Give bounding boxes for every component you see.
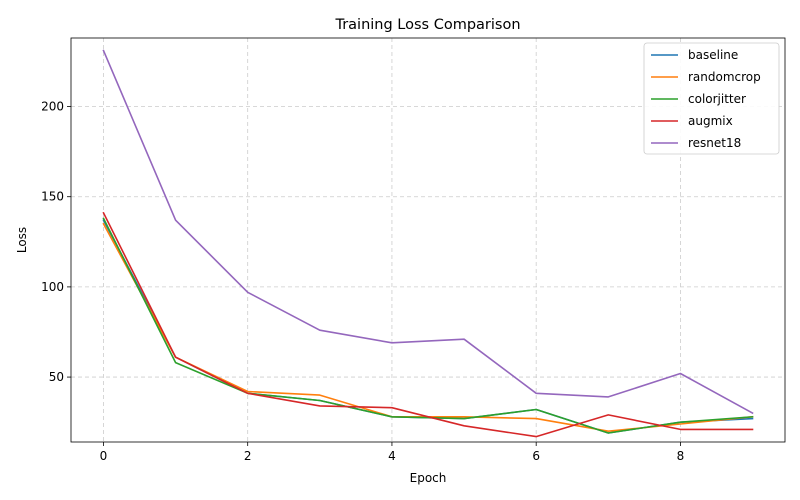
y-tick-label: 150: [41, 190, 64, 204]
chart-title: Training Loss Comparison: [334, 17, 520, 33]
x-tick-label: 8: [677, 449, 685, 463]
legend-label-baseline: baseline: [688, 48, 738, 62]
x-tick-label: 2: [244, 449, 252, 463]
y-tick-label: 100: [41, 280, 64, 294]
x-tick-label: 0: [100, 449, 108, 463]
legend: baseline randomcrop colorjitter augmix resne…: [643, 42, 780, 155]
y-tick-label: 200: [41, 100, 64, 114]
series-line-colorjitter: [102, 217, 754, 434]
axis-ticks: 0 2 4 6 8 50 100 150 200: [41, 100, 684, 463]
legend-label-randomcrop: randomcrop: [688, 70, 761, 84]
y-axis-label: Loss: [15, 227, 29, 253]
series-line-resnet18: [102, 49, 754, 415]
legend-label-colorjitter: colorjitter: [688, 92, 746, 106]
x-axis-label: Epoch: [410, 471, 447, 485]
x-tick-label: 6: [532, 449, 540, 463]
y-tick-label: 50: [49, 370, 64, 384]
legend-box: [643, 42, 780, 155]
series-line-augmix: [102, 211, 754, 438]
legend-label-resnet18: resnet18: [688, 136, 741, 150]
legend-label-augmix: augmix: [688, 114, 733, 128]
series-lines: [102, 49, 754, 438]
plot-frame: [70, 37, 786, 443]
x-tick-label: 4: [388, 449, 396, 463]
